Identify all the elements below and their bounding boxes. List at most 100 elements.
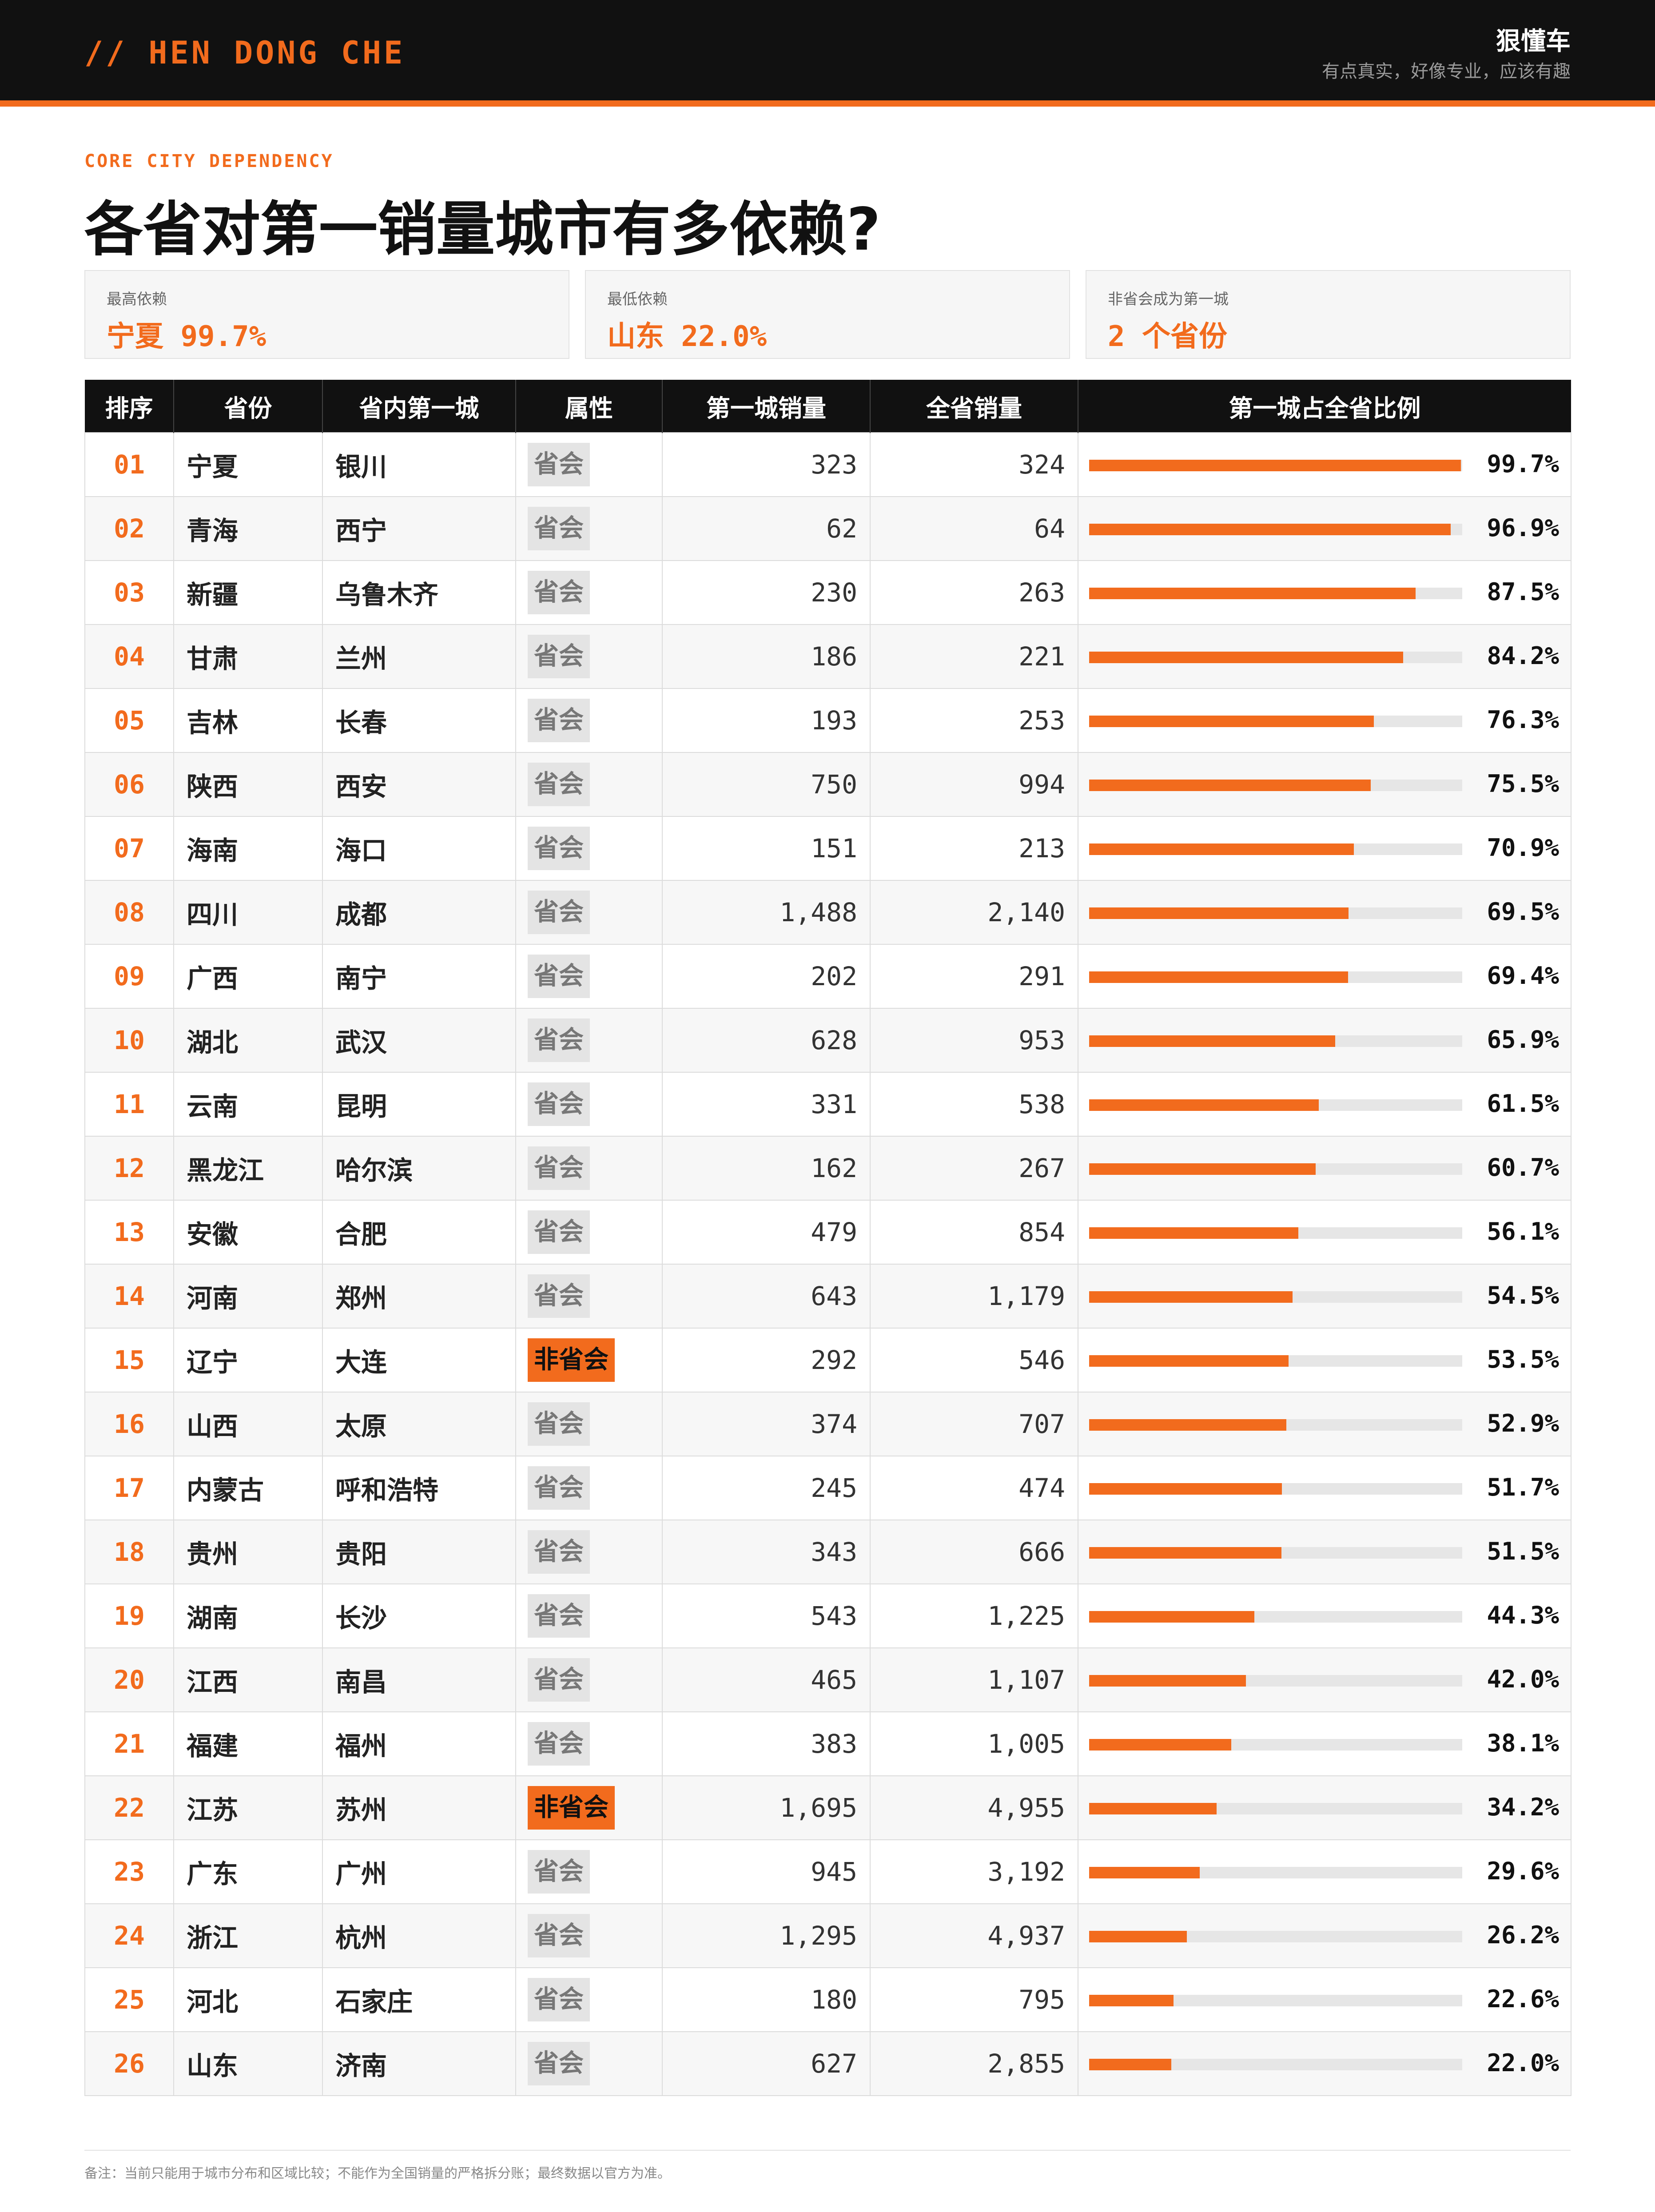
capital-tag: 省会 [528, 699, 590, 742]
rank-cell: 20 [84, 1647, 174, 1712]
share-bar-fill [1089, 1035, 1335, 1047]
share-cell: 26.2% [1078, 1903, 1571, 1968]
rank-cell: 15 [84, 1328, 174, 1392]
footnote: 备注：当前只能用于城市分布和区域比较；不能作为全国销量的严格拆分账；最终数据以官… [84, 2166, 671, 2181]
share-cell: 99.7% [1078, 432, 1571, 497]
city-cell: 济南 [322, 2031, 516, 2096]
table-body: 01 宁夏 银川 省会 323 324 99.7% 02 青海 西宁 省会 62 64 96.9% 03 新疆… [84, 432, 1571, 2096]
capital-tag: 省会 [528, 1530, 590, 1574]
share-bar-track [1089, 1803, 1462, 1814]
share-percent: 42.0% [1487, 1665, 1559, 1693]
rank-cell: 06 [84, 752, 174, 817]
rank-cell: 22 [84, 1775, 174, 1840]
share-cell: 22.6% [1078, 1967, 1571, 2032]
attribute-cell: 非省会 [515, 1328, 663, 1392]
attribute-cell: 省会 [515, 688, 663, 753]
table-row: 05 吉林 长春 省会 193 253 76.3% [84, 688, 1571, 753]
city-sales-cell: 186 [662, 624, 871, 689]
share-bar-fill [1089, 1867, 1200, 1878]
rank-cell: 07 [84, 816, 174, 881]
brand-slogan: 有点真实，好像专业，应该有趣 [1322, 61, 1571, 82]
rank-cell: 09 [84, 944, 174, 1009]
city-cell: 兰州 [322, 624, 516, 689]
city-sales-cell: 202 [662, 944, 871, 1009]
header-attribute: 属性 [516, 380, 663, 433]
attribute-cell: 非省会 [515, 1775, 663, 1840]
city-cell: 贵阳 [322, 1520, 516, 1584]
non-capital-tag: 非省会 [528, 1338, 615, 1382]
table-row: 03 新疆 乌鲁木齐 省会 230 263 87.5% [84, 560, 1571, 625]
section-kicker: CORE CITY DEPENDENCY [84, 151, 334, 171]
share-bar-track [1089, 588, 1462, 599]
province-sales-cell: 854 [870, 1200, 1078, 1265]
city-sales-cell: 230 [662, 560, 871, 625]
share-bar-track [1089, 1099, 1462, 1111]
capital-tag: 省会 [528, 1850, 590, 1894]
province-cell: 湖南 [173, 1583, 323, 1648]
province-sales-cell: 994 [870, 752, 1078, 817]
share-percent: 84.2% [1487, 642, 1559, 670]
city-sales-cell: 162 [662, 1136, 871, 1201]
capital-tag: 省会 [528, 507, 590, 550]
share-bar-fill [1089, 716, 1374, 727]
card-label: 最高依赖 [107, 290, 167, 308]
capital-tag: 省会 [528, 1594, 590, 1638]
share-percent: 44.3% [1487, 1601, 1559, 1629]
share-bar-fill [1089, 524, 1451, 535]
share-bar-fill [1089, 460, 1461, 471]
attribute-cell: 省会 [515, 880, 663, 945]
share-bar-fill [1089, 588, 1416, 599]
city-sales-cell: 479 [662, 1200, 871, 1265]
header-share: 第一城占全省比例 [1078, 380, 1571, 433]
province-cell: 吉林 [173, 688, 323, 753]
rank-cell: 10 [84, 1008, 174, 1073]
table-row: 15 辽宁 大连 非省会 292 546 53.5% [84, 1328, 1571, 1392]
non-capital-tag: 非省会 [528, 1786, 615, 1830]
share-cell: 61.5% [1078, 1072, 1571, 1137]
share-bar-track [1089, 780, 1462, 791]
rank-cell: 16 [84, 1392, 174, 1456]
table-row: 24 浙江 杭州 省会 1,295 4,937 26.2% [84, 1903, 1571, 1968]
share-cell: 56.1% [1078, 1200, 1571, 1265]
share-bar-track [1089, 1035, 1462, 1047]
city-sales-cell: 945 [662, 1839, 871, 1904]
share-cell: 52.9% [1078, 1392, 1571, 1456]
table-row: 09 广西 南宁 省会 202 291 69.4% [84, 944, 1571, 1009]
table-row: 19 湖南 长沙 省会 543 1,225 44.3% [84, 1583, 1571, 1648]
capital-tag: 省会 [528, 1274, 590, 1318]
province-cell: 山西 [173, 1392, 323, 1456]
summary-card-highest: 最高依赖 宁夏 99.7% [84, 270, 569, 359]
province-cell: 海南 [173, 816, 323, 881]
province-cell: 广东 [173, 1839, 323, 1904]
footer-divider [84, 2150, 1571, 2151]
province-sales-cell: 1,179 [870, 1264, 1078, 1329]
capital-tag: 省会 [528, 1082, 590, 1126]
province-sales-cell: 795 [870, 1967, 1078, 2032]
table-row: 21 福建 福州 省会 383 1,005 38.1% [84, 1711, 1571, 1776]
share-bar-fill [1089, 1739, 1232, 1751]
province-sales-cell: 1,225 [870, 1583, 1078, 1648]
rank-cell: 14 [84, 1264, 174, 1329]
share-bar-fill [1089, 1227, 1299, 1239]
province-cell: 广西 [173, 944, 323, 1009]
city-sales-cell: 1,295 [662, 1903, 871, 1968]
share-percent: 60.7% [1487, 1154, 1559, 1182]
share-cell: 29.6% [1078, 1839, 1571, 1904]
province-sales-cell: 538 [870, 1072, 1078, 1137]
card-value: 宁夏 99.7% [107, 320, 267, 353]
city-sales-cell: 62 [662, 496, 871, 561]
share-bar-track [1089, 2059, 1462, 2070]
province-sales-cell: 64 [870, 496, 1078, 561]
city-sales-cell: 643 [662, 1264, 871, 1329]
city-sales-cell: 1,488 [662, 880, 871, 945]
brand-wordmark: // HEN DONG CHE [84, 35, 406, 71]
card-value: 山东 22.0% [607, 320, 767, 353]
province-sales-cell: 221 [870, 624, 1078, 689]
share-percent: 52.9% [1487, 1409, 1559, 1437]
share-percent: 51.7% [1487, 1473, 1559, 1501]
attribute-cell: 省会 [515, 1711, 663, 1776]
province-cell: 山东 [173, 2031, 323, 2096]
city-cell: 郑州 [322, 1264, 516, 1329]
table-row: 22 江苏 苏州 非省会 1,695 4,955 34.2% [84, 1775, 1571, 1840]
province-sales-cell: 2,855 [870, 2031, 1078, 2096]
